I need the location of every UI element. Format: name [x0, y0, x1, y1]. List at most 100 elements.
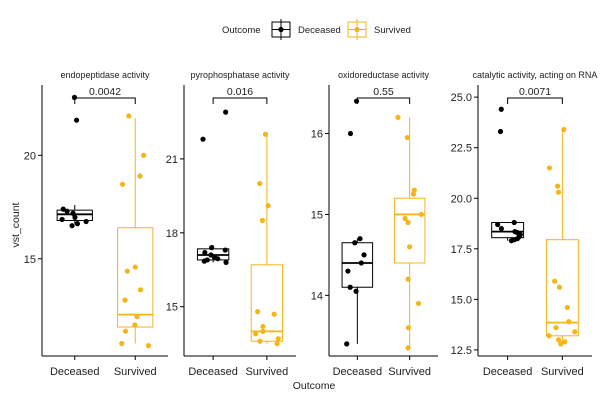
data-point [358, 260, 364, 266]
box-iqr [117, 227, 154, 328]
data-point [405, 276, 411, 282]
data-point [415, 300, 422, 307]
data-point [352, 240, 358, 246]
box-survived [545, 129, 579, 344]
data-point [345, 268, 351, 274]
y-tick-label: 21 [166, 154, 178, 166]
data-point [347, 284, 353, 290]
data-point [554, 183, 561, 189]
data-point [344, 341, 350, 347]
x-tick-label: Survived [388, 366, 431, 378]
y-tick-label: 15 [311, 209, 323, 221]
x-tick-label: Deceased [483, 366, 533, 378]
data-point [257, 338, 263, 344]
data-point [546, 333, 552, 339]
data-point [73, 117, 80, 123]
data-point [64, 208, 70, 214]
data-point [495, 221, 501, 228]
data-point [572, 329, 578, 335]
y-tick-label: 14 [311, 290, 323, 302]
y-tick-label: 18 [166, 228, 178, 240]
data-point [405, 345, 411, 351]
data-point [141, 152, 147, 158]
data-point [508, 238, 515, 244]
data-point [405, 219, 411, 226]
data-point [271, 311, 277, 317]
box-survived [393, 117, 426, 348]
box-survived [117, 118, 154, 344]
x-tick-label: Deceased [333, 366, 383, 378]
data-point [418, 211, 425, 218]
panel-1: endopeptidase activity 15 20 Deceased Surviv… [24, 70, 168, 378]
data-point [498, 106, 504, 112]
data-point [69, 223, 75, 229]
panel-4: catalytic activity, acting on RNA 12.5 15.… [451, 70, 598, 378]
data-point [410, 191, 417, 197]
data-point [395, 114, 401, 120]
panel-3: oxidoreductase activity 14 15 16 Deceased Sur… [311, 70, 438, 378]
panel-title: endopeptidase activity [60, 70, 150, 80]
data-point [274, 341, 280, 347]
y-tick-label: 12.5 [451, 345, 472, 357]
data-point [260, 323, 266, 330]
legend-key-survived [347, 19, 367, 40]
data-point [402, 215, 408, 222]
y-tick-label: 16 [311, 129, 323, 141]
data-point [83, 218, 89, 225]
data-point [564, 304, 571, 311]
data-point [357, 236, 363, 242]
data-point [253, 331, 259, 337]
data-point [145, 343, 152, 349]
data-point [561, 126, 567, 133]
significance-bracket [212, 97, 268, 104]
data-point [201, 258, 207, 264]
box-iqr [491, 222, 525, 239]
data-point [124, 268, 130, 274]
legend-label-deceased: Deceased [298, 25, 341, 36]
data-point [347, 130, 354, 137]
y-axis-title: vst_count [10, 202, 22, 247]
significance-bracket [74, 97, 136, 104]
y-tick-label: 15 [24, 254, 36, 266]
data-point [134, 314, 140, 320]
data-point [406, 244, 413, 250]
panel-2: pyrophosphatase activity 15 18 21 Deceased Su… [166, 70, 296, 378]
data-point [122, 328, 129, 334]
y-tick-label: 15 [166, 302, 178, 314]
x-tick-label: Survived [541, 366, 584, 378]
data-point [556, 284, 563, 290]
data-point [497, 128, 504, 135]
panel-title: pyrophosphatase activity [190, 70, 290, 80]
x-tick-label: Survived [245, 366, 288, 378]
data-point [72, 214, 78, 220]
y-tick-label: 20.0 [451, 193, 472, 205]
x-tick-label: Deceased [50, 366, 100, 378]
data-point [122, 297, 128, 303]
significance-bracket [507, 97, 563, 104]
data-point [200, 136, 206, 142]
legend-key-deceased [271, 19, 291, 40]
x-tick-label: Deceased [188, 366, 238, 378]
data-point [546, 165, 553, 171]
data-point [411, 187, 417, 193]
y-tick-label: 15.0 [451, 294, 472, 306]
data-point [215, 256, 221, 262]
panel-title: catalytic activity, acting on RNA [473, 70, 598, 80]
data-point [259, 217, 265, 224]
data-point [74, 221, 81, 227]
data-point [498, 225, 505, 232]
y-tick-label: 20 [24, 150, 36, 162]
box-iqr [545, 239, 579, 337]
data-point [132, 322, 138, 328]
data-point [257, 180, 263, 187]
data-point [562, 339, 568, 345]
data-point [223, 259, 229, 265]
legend-title: Outcome [222, 25, 261, 36]
data-point [70, 210, 76, 216]
data-point [260, 328, 266, 334]
panels: endopeptidase activity 15 20 Deceased Surviv… [24, 70, 598, 378]
p-value-label: 0.016 [227, 86, 253, 98]
data-point [558, 341, 564, 347]
box-iqr [393, 197, 426, 264]
